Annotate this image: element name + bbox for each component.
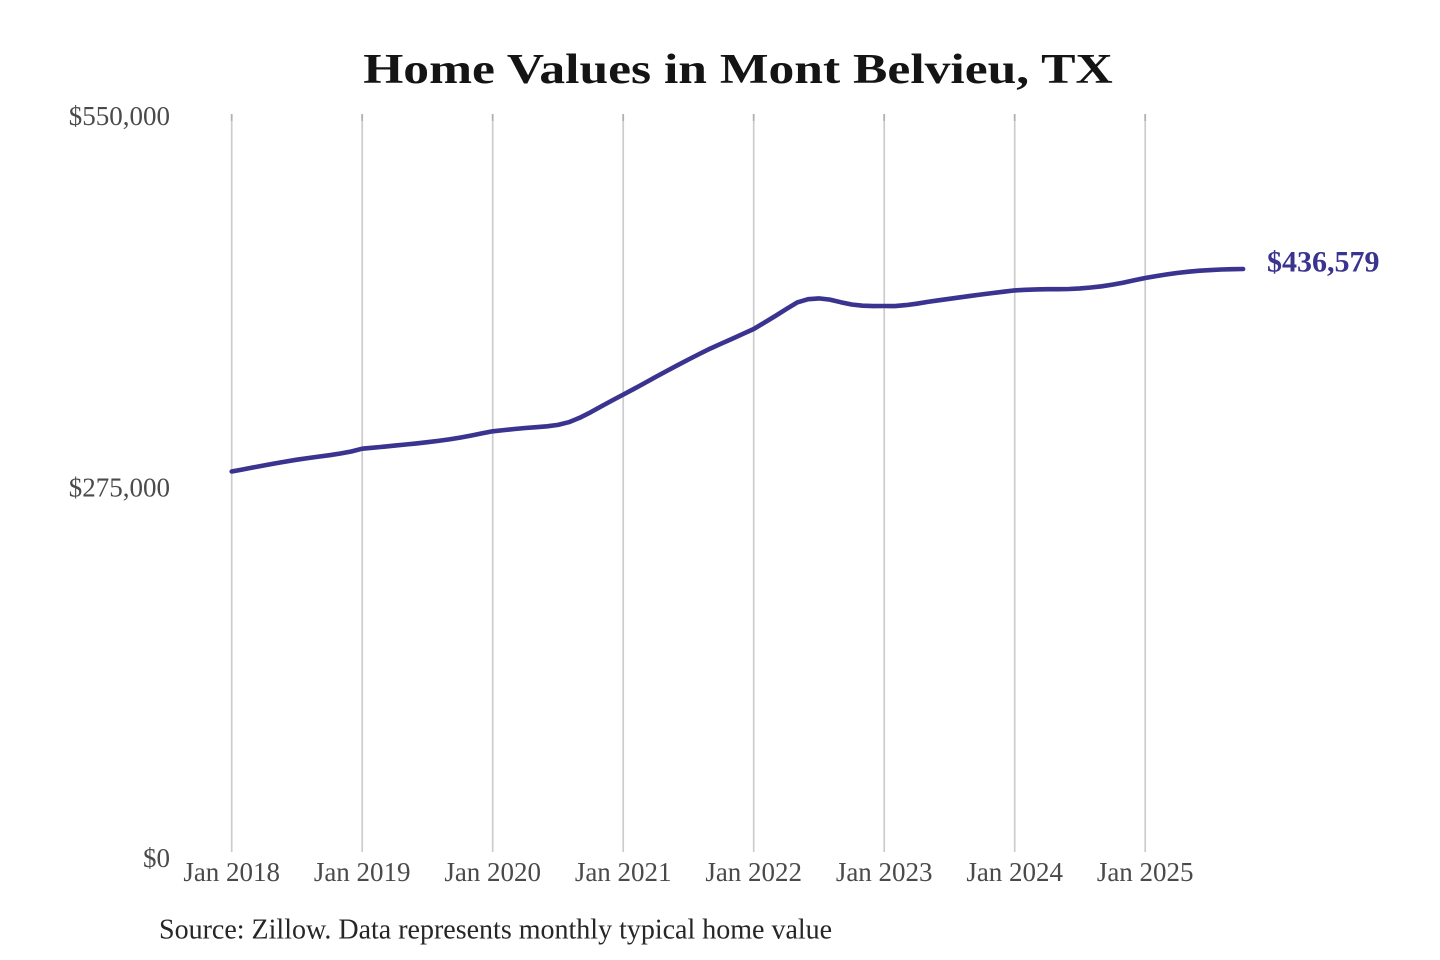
svg-text:Jan 2018: Jan 2018 [183,857,280,887]
svg-text:Home Values in Mont Belvieu, T: Home Values in Mont Belvieu, TX [363,46,1113,92]
svg-text:$0: $0 [143,843,170,873]
svg-text:Jan 2024: Jan 2024 [966,857,1063,887]
svg-text:Jan 2021: Jan 2021 [575,857,672,887]
svg-text:$436,579: $436,579 [1267,246,1380,279]
svg-text:Jan 2020: Jan 2020 [444,857,541,887]
svg-text:$550,000: $550,000 [69,101,170,131]
svg-text:Jan 2022: Jan 2022 [705,857,802,887]
svg-text:Jan 2019: Jan 2019 [314,857,411,887]
svg-text:Jan 2023: Jan 2023 [836,857,933,887]
svg-text:$275,000: $275,000 [69,473,170,503]
svg-text:Source: Zillow. Data represent: Source: Zillow. Data represents monthly … [159,915,832,946]
svg-text:Jan 2025: Jan 2025 [1097,857,1194,887]
